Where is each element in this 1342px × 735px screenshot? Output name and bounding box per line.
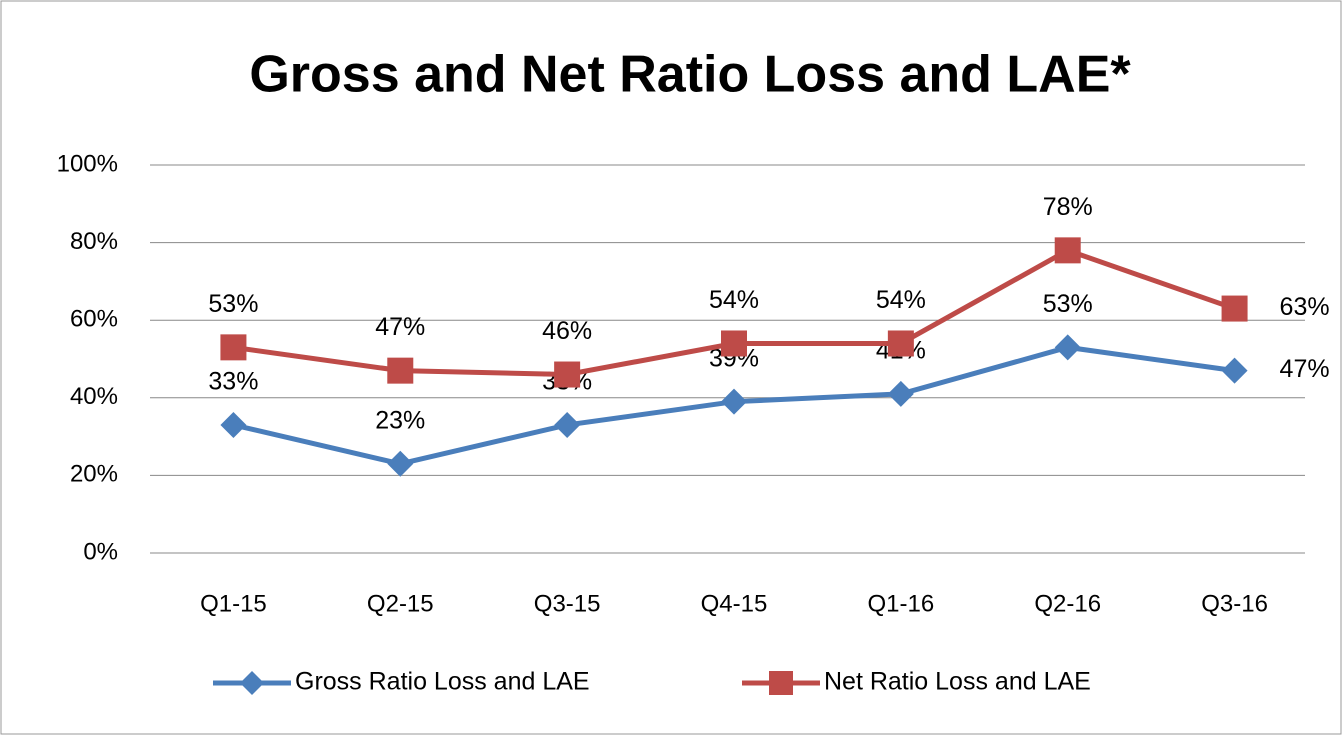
data-label: 53% [1043,290,1093,318]
x-tick-label: Q3-15 [534,590,601,617]
data-point [1221,357,1248,384]
data-label: 63% [1280,293,1330,321]
data-point [887,330,914,357]
data-point [554,361,581,388]
x-tick-label: Q2-16 [1034,590,1101,617]
y-tick-label: 20% [70,461,118,488]
data-point [1054,334,1081,361]
x-tick-label: Q1-15 [200,590,267,617]
data-label: 78% [1043,193,1093,221]
y-tick-label: 100% [57,150,118,177]
data-point [387,357,414,384]
y-tick-label: 80% [70,228,118,255]
legend-marker [769,671,793,695]
data-point [721,388,747,415]
data-label: 23% [375,406,425,434]
data-point [1054,237,1081,264]
data-point [887,380,914,407]
legend-label: Net Ratio Loss and LAE [824,668,1091,696]
data-label: 53% [208,290,258,318]
data-point [721,330,747,357]
data-point [387,450,414,477]
legend-label: Gross Ratio Loss and LAE [295,668,590,696]
data-label: 54% [876,286,926,314]
x-tick-label: Q2-15 [367,590,434,617]
y-tick-label: 40% [70,383,118,410]
data-point [1221,295,1248,322]
data-label: 46% [542,317,592,345]
x-tick-label: Q1-16 [868,590,935,617]
legend-marker [240,671,264,695]
y-tick-label: 60% [70,306,118,333]
x-tick-label: Q3-16 [1201,590,1268,617]
data-point [220,411,247,438]
x-tick-label: Q4-15 [701,590,768,617]
data-label: 47% [1280,355,1330,383]
data-label: 33% [208,368,258,396]
data-label: 54% [709,286,759,314]
y-tick-label: 0% [83,538,118,565]
data-point [554,411,581,438]
chart-title: Gross and Net Ratio Loss and LAE* [249,46,1131,104]
data-label: 47% [375,313,425,341]
data-point [220,334,247,361]
